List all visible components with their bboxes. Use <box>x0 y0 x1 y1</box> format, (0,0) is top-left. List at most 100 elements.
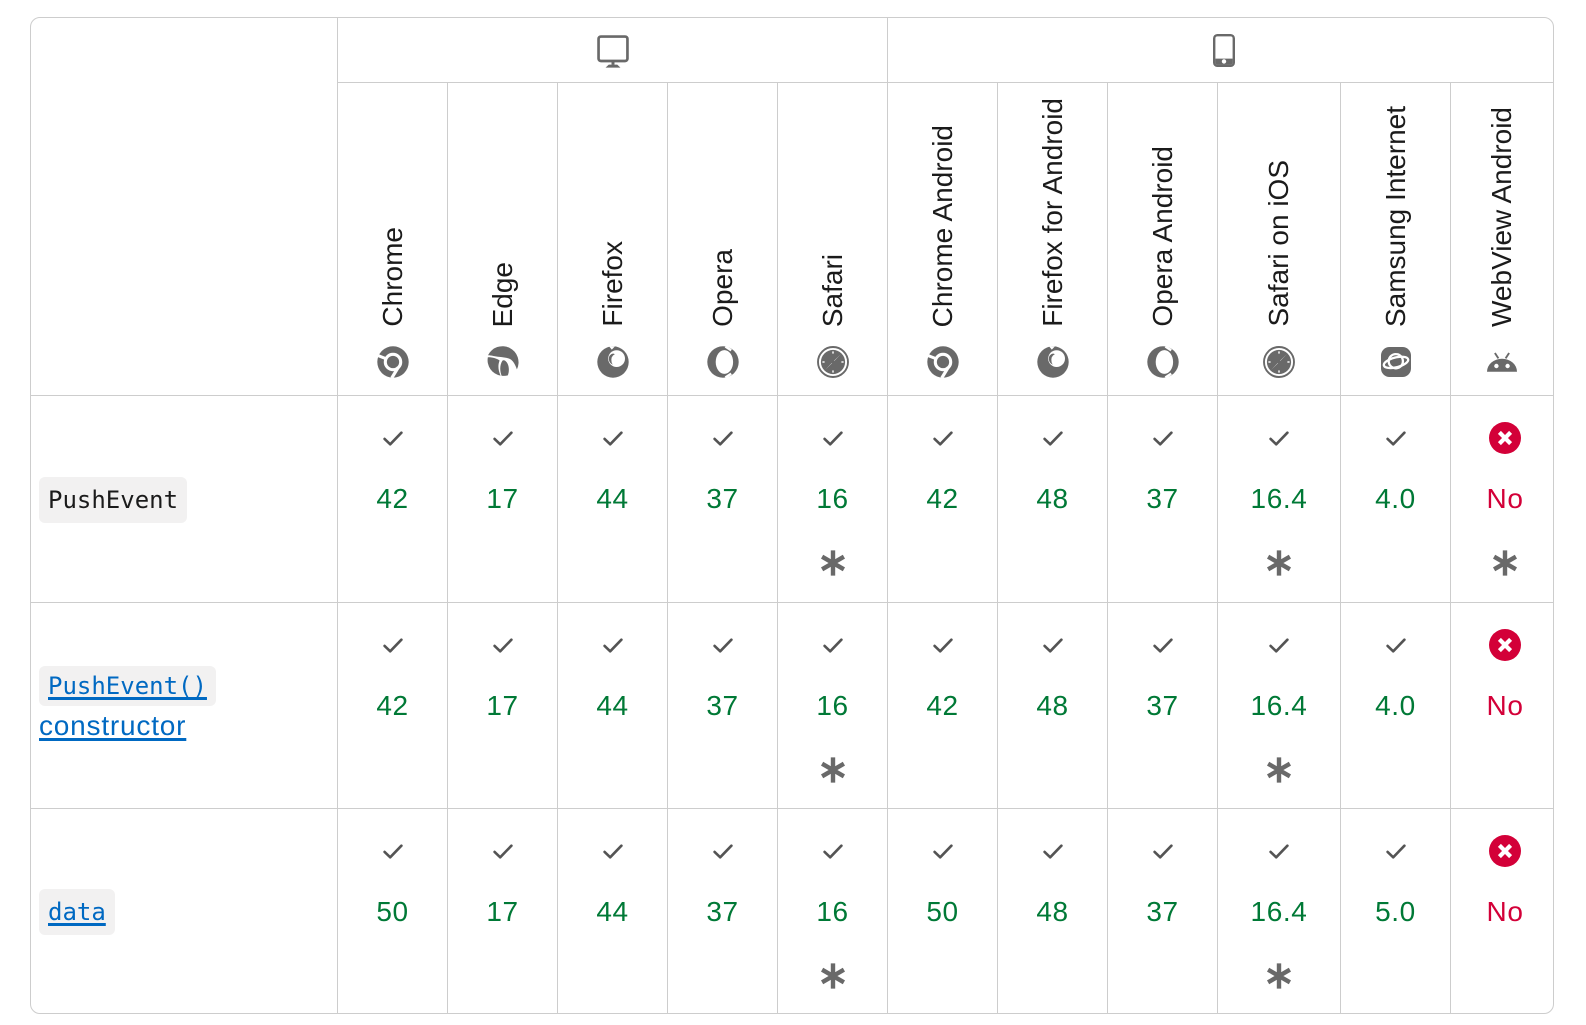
support-version: 17 <box>486 690 519 721</box>
support-opera_android-1[interactable]: 37 <box>1107 602 1217 808</box>
support-state-slot <box>713 638 733 653</box>
support-chrome-2[interactable]: 50 <box>337 808 447 1013</box>
support-edge-0[interactable]: 17 <box>447 396 557 602</box>
support-opera-0[interactable]: 37 <box>667 396 777 602</box>
supported-check-icon <box>1386 638 1406 653</box>
feature-code: PushEvent() <box>39 666 216 706</box>
supported-check-icon <box>493 431 513 446</box>
support-safari-0[interactable]: 16 <box>777 396 887 602</box>
browser-header-edge: Edge <box>447 83 557 396</box>
support-version: 42 <box>926 483 959 514</box>
support-edge-2[interactable]: 17 <box>447 808 557 1013</box>
support-webview_android-2[interactable]: No <box>1450 808 1556 1013</box>
support-state-slot <box>1269 844 1289 859</box>
support-state-slot <box>1489 422 1521 454</box>
browser-name-label: Opera <box>706 249 738 327</box>
platform-header-mobile <box>887 18 1554 83</box>
support-cell-content: 44 <box>558 809 667 990</box>
support-firefox-0[interactable]: 44 <box>557 396 667 602</box>
support-cell-content: 42 <box>338 603 447 784</box>
support-opera-2[interactable]: 37 <box>667 808 777 1013</box>
unsupported-cross-icon <box>1489 629 1521 661</box>
support-cell-content: 50 <box>338 809 447 990</box>
support-state-slot <box>1386 844 1406 859</box>
support-version: 16 <box>816 896 849 927</box>
supported-check-icon <box>603 638 623 653</box>
support-firefox_android-1[interactable]: 48 <box>997 602 1107 808</box>
support-firefox-2[interactable]: 44 <box>557 808 667 1013</box>
support-cell-content: 5.0 <box>1341 809 1450 990</box>
support-chrome_android-2[interactable]: 50 <box>887 808 997 1013</box>
support-chrome_android-0[interactable]: 42 <box>887 396 997 602</box>
supported-check-icon <box>383 638 403 653</box>
feature-link[interactable]: data <box>39 888 115 935</box>
support-safari_ios-0[interactable]: 16.4 <box>1217 396 1340 602</box>
footnote-asterisk-icon <box>1491 549 1519 577</box>
browser-header-content: Safari on iOS <box>1218 83 1340 395</box>
browser-icon-wrap <box>597 346 629 378</box>
browser-icon-wrap <box>817 346 849 378</box>
support-version: 44 <box>596 690 629 721</box>
unsupported-cross-icon <box>1489 422 1521 454</box>
feature-link[interactable]: PushEvent() constructor <box>39 666 216 741</box>
support-cell-content: 44 <box>558 396 667 577</box>
browser-header-chrome_android: Chrome Android <box>887 83 997 396</box>
support-cell-content: 17 <box>448 396 557 577</box>
support-cell-content: 42 <box>888 603 997 784</box>
support-chrome_android-1[interactable]: 42 <box>887 602 997 808</box>
browser-name-label: Chrome <box>376 227 408 327</box>
footnote-asterisk-icon <box>819 756 847 784</box>
browser-header-content: Firefox for Android <box>998 83 1107 395</box>
support-note-slot <box>819 549 847 577</box>
support-samsunginternet_android-2[interactable]: 5.0 <box>1340 808 1450 1013</box>
support-cell-content: 37 <box>668 396 777 577</box>
support-samsunginternet_android-0[interactable]: 4.0 <box>1340 396 1450 602</box>
supported-check-icon <box>1153 844 1173 859</box>
support-opera-1[interactable]: 37 <box>667 602 777 808</box>
browser-name-label: Opera Android <box>1146 146 1178 327</box>
support-opera_android-2[interactable]: 37 <box>1107 808 1217 1013</box>
support-chrome-0[interactable]: 42 <box>337 396 447 602</box>
support-firefox-1[interactable]: 44 <box>557 602 667 808</box>
support-cell-content: 37 <box>1108 603 1217 784</box>
support-edge-1[interactable]: 17 <box>447 602 557 808</box>
support-webview_android-0[interactable]: No <box>1450 396 1553 602</box>
support-chrome-1[interactable]: 42 <box>337 602 447 808</box>
supported-check-icon <box>1386 431 1406 446</box>
support-safari_ios-1[interactable]: 16.4 <box>1217 602 1340 808</box>
supported-check-icon <box>1043 431 1063 446</box>
support-samsunginternet_android-1[interactable]: 4.0 <box>1340 602 1450 808</box>
support-state-slot <box>1269 431 1289 446</box>
support-safari_ios-2[interactable]: 16.4 <box>1217 808 1340 1013</box>
feature-name-cell: data <box>31 808 337 1013</box>
browser-icon-wrap <box>927 346 959 378</box>
support-safari-1[interactable]: 16 <box>777 602 887 808</box>
footnote-asterisk-icon <box>1265 962 1293 990</box>
support-firefox_android-2[interactable]: 48 <box>997 808 1107 1013</box>
feature-name-cell: PushEvent() constructor <box>31 602 337 808</box>
support-version: 50 <box>926 896 959 927</box>
support-safari-2[interactable]: 16 <box>777 808 887 1013</box>
support-opera_android-0[interactable]: 37 <box>1107 396 1217 602</box>
support-state-slot <box>823 638 843 653</box>
support-state-slot <box>713 431 733 446</box>
support-version: No <box>1486 896 1524 927</box>
safari-browser-icon <box>1263 346 1295 378</box>
browser-header-content: Edge <box>448 83 557 395</box>
support-cell-content: No <box>1454 809 1556 990</box>
support-cell-content: 37 <box>668 603 777 784</box>
support-version: 42 <box>926 690 959 721</box>
chrome-browser-icon <box>377 346 409 378</box>
mobile-icon <box>1213 34 1235 67</box>
support-note-slot <box>1265 549 1293 577</box>
support-cell-content: 16.4 <box>1218 809 1340 990</box>
support-state-slot <box>1269 638 1289 653</box>
browser-header-safari_ios: Safari on iOS <box>1217 83 1340 396</box>
support-webview_android-1[interactable]: No <box>1450 602 1554 808</box>
supported-check-icon <box>493 844 513 859</box>
feature-tail: constructor <box>39 710 187 741</box>
support-state-slot <box>493 431 513 446</box>
browser-header-content: Samsung Internet <box>1341 83 1450 395</box>
browser-icon-wrap <box>1263 346 1295 378</box>
support-firefox_android-0[interactable]: 48 <box>997 396 1107 602</box>
